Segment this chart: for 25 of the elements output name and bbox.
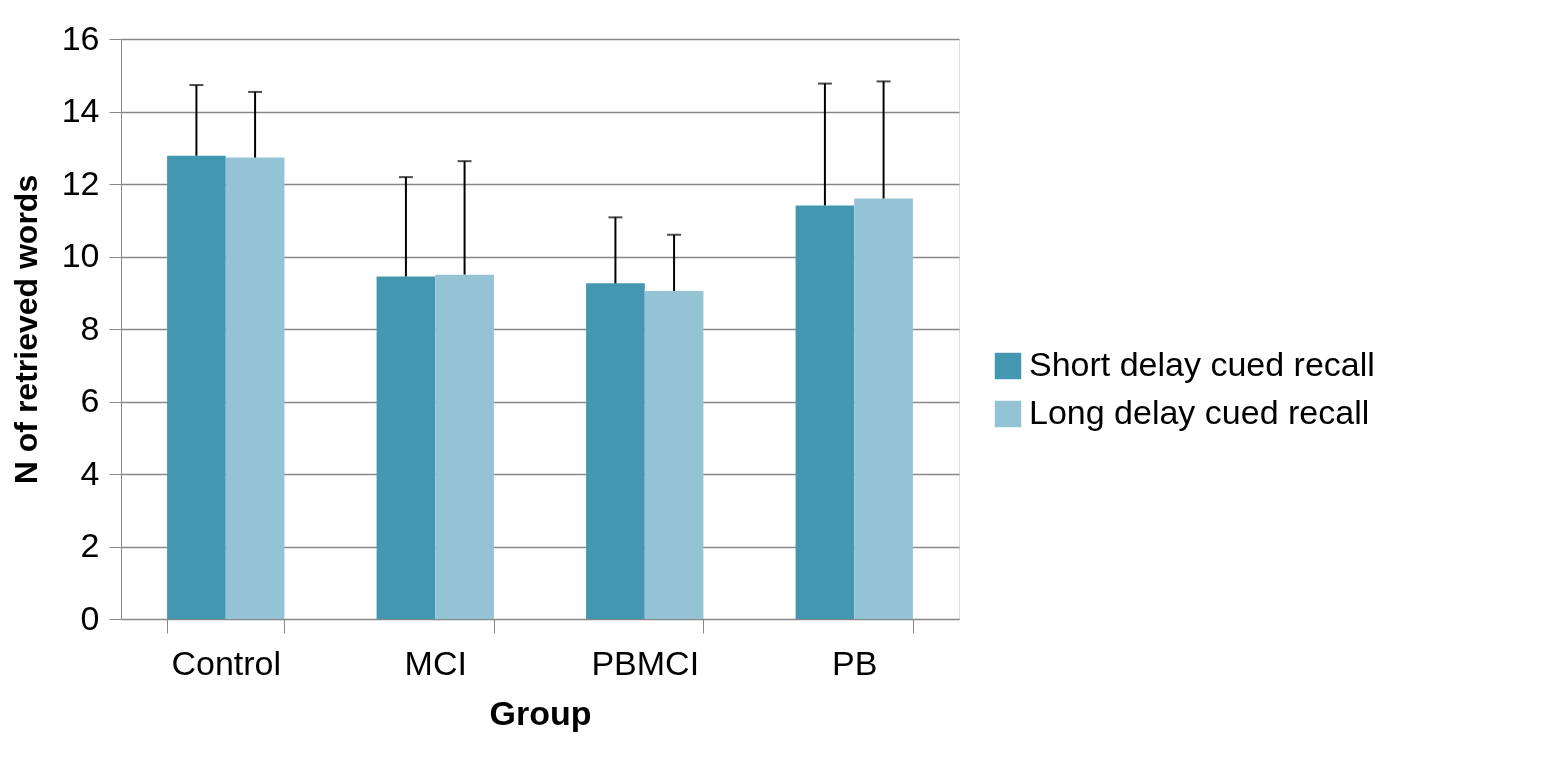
x-tick-label: Control: [171, 643, 282, 682]
bar: [167, 155, 226, 619]
bar: [795, 205, 855, 619]
y-tick-label: 16: [61, 18, 100, 57]
y-tick-label: 0: [80, 598, 100, 637]
x-tick-label: MCI: [404, 643, 467, 682]
x-tick-label: PBMCI: [591, 643, 700, 682]
legend-label: Short delay cued recall: [1029, 345, 1375, 383]
y-tick-label: 6: [80, 381, 100, 419]
bar: [376, 276, 436, 619]
bar: [644, 290, 704, 619]
x-tick-label: PB: [832, 643, 878, 682]
y-tick-label: 14: [61, 91, 100, 129]
y-tick-label: 2: [80, 526, 100, 564]
legend-label: Long delay cued recall: [1029, 393, 1370, 431]
y-tick-label: 4: [80, 453, 100, 492]
bar: [435, 274, 494, 619]
y-tick-label: 12: [61, 163, 100, 202]
y-axis-title: N of retrieved words: [7, 174, 44, 485]
x-axis-title: Group: [489, 693, 592, 732]
bar: [586, 283, 645, 619]
y-tick-label: 8: [80, 308, 100, 347]
y-tick-label: 10: [61, 236, 100, 274]
bar: [854, 198, 913, 619]
bar: [225, 157, 285, 619]
